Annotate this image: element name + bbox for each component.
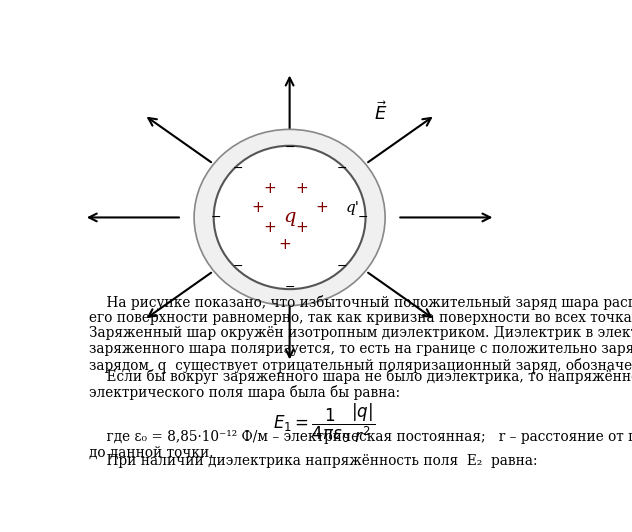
Text: +: + <box>264 181 276 196</box>
Ellipse shape <box>194 129 385 305</box>
Text: q: q <box>283 209 296 227</box>
Text: +: + <box>264 220 276 235</box>
Text: При наличии диэлектрика напряжённость поля  E₂  равна:: При наличии диэлектрика напряжённость по… <box>88 454 537 468</box>
Text: +: + <box>296 181 308 196</box>
Text: −: − <box>284 280 295 294</box>
Text: q': q' <box>346 201 360 215</box>
Text: его поверхности равномерно, так как кривизна поверхности во всех точках одинаков: его поверхности равномерно, так как крив… <box>88 311 632 325</box>
Text: −: − <box>358 211 368 224</box>
Text: Заряженный шар окружён изотропным диэлектриком. Диэлектрик в электрическом поле: Заряженный шар окружён изотропным диэлек… <box>88 327 632 340</box>
Text: −: − <box>211 211 221 224</box>
Text: где ε₀ = 8,85·10⁻¹² Ф/м – электрическая постоянная;   r – расстояние от центра ш: где ε₀ = 8,85·10⁻¹² Ф/м – электрическая … <box>88 430 632 444</box>
Text: −: − <box>336 162 347 174</box>
Text: $\vec{E}$: $\vec{E}$ <box>374 102 387 124</box>
Text: электрического поля шара была бы равна:: электрического поля шара была бы равна: <box>88 385 400 400</box>
Text: до данной точки.: до данной точки. <box>88 446 213 460</box>
Text: −: − <box>336 260 347 273</box>
Text: +: + <box>278 237 291 252</box>
Text: −: − <box>284 142 295 154</box>
Text: −: − <box>233 162 243 174</box>
Text: зарядом  q  существует отрицательный поляризационный заряд, обозначенный через  : зарядом q существует отрицательный поляр… <box>88 358 632 372</box>
Text: На рисунке показано, что избыточный положительный заряд шара распределён по: На рисунке показано, что избыточный поло… <box>88 295 632 310</box>
Text: +: + <box>315 200 328 215</box>
Text: +: + <box>296 220 308 235</box>
Text: +: + <box>252 200 264 215</box>
Text: Если бы вокруг заряженного шара не было диэлектрика, то напряжённость  Е₁: Если бы вокруг заряженного шара не было … <box>88 369 632 384</box>
Text: $E_1 = \dfrac{1}{4\pi\varepsilon_0}\dfrac{|q|}{r^2}$: $E_1 = \dfrac{1}{4\pi\varepsilon_0}\dfra… <box>273 402 375 445</box>
Text: заряженного шара поляризуется, то есть на границе с положительно заряженным шаро: заряженного шара поляризуется, то есть н… <box>88 342 632 356</box>
Text: −: − <box>233 260 243 273</box>
Ellipse shape <box>214 146 365 289</box>
